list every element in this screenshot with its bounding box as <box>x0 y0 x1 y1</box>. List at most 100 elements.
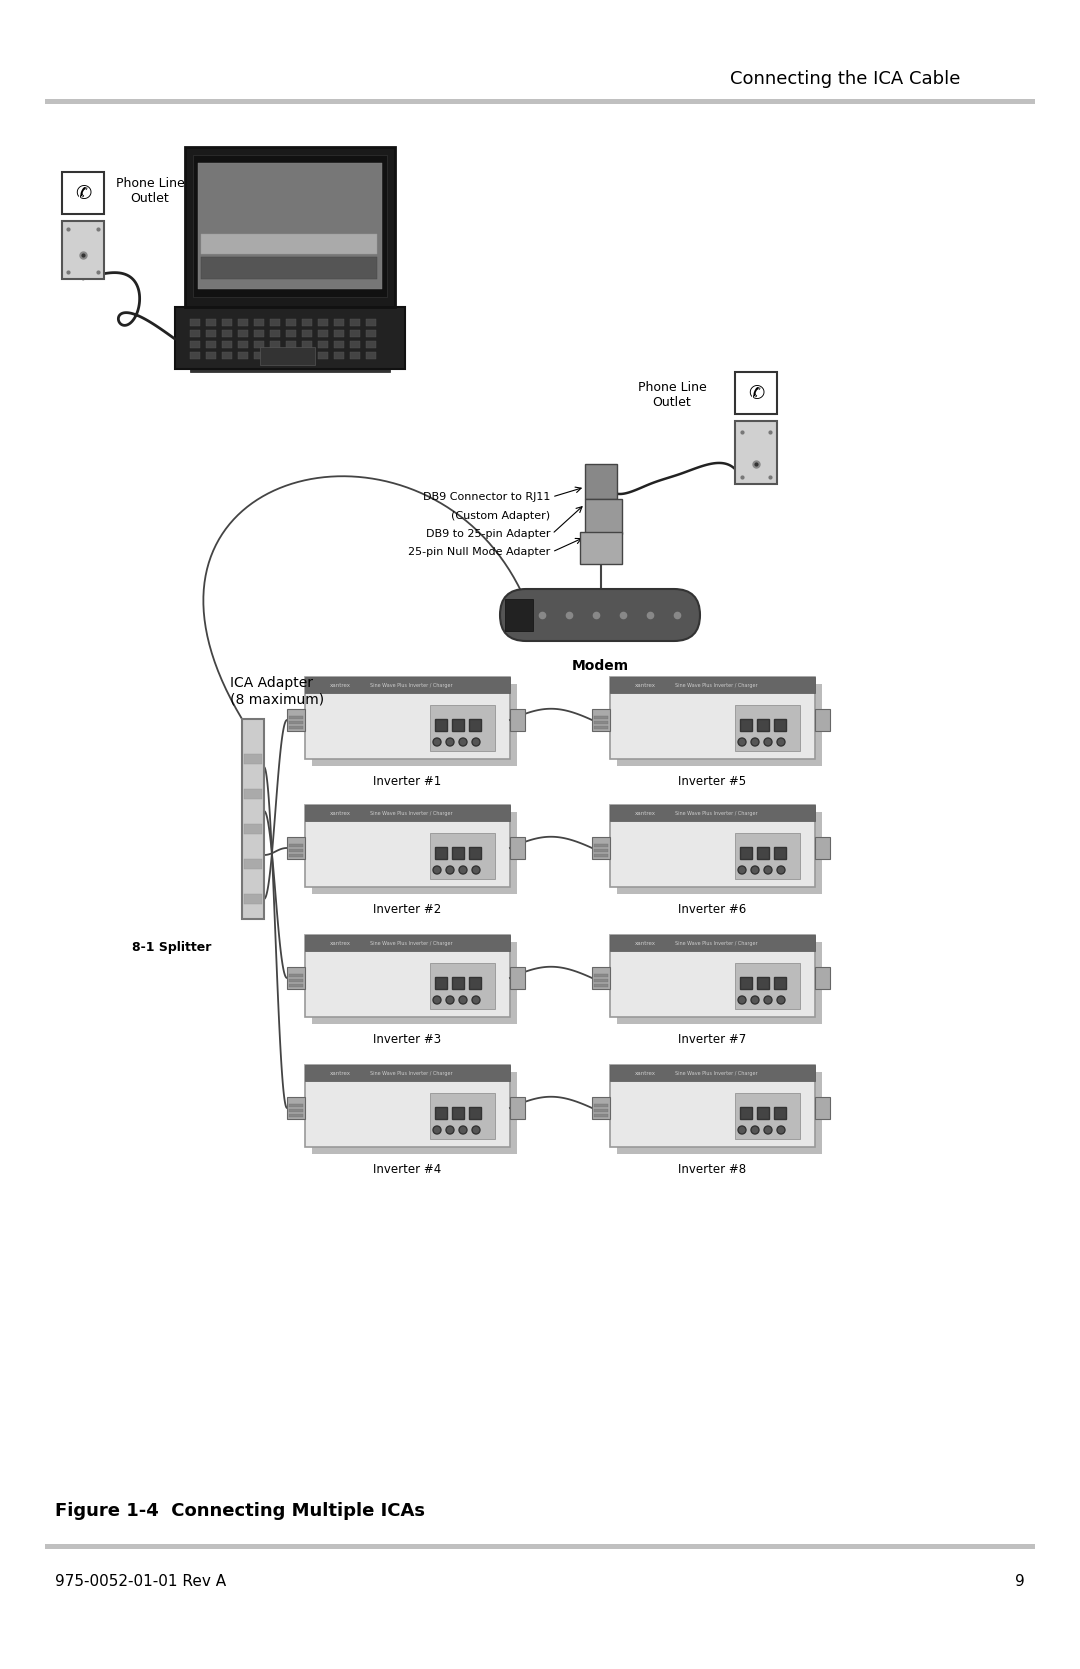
Text: xantrex: xantrex <box>635 811 656 816</box>
FancyBboxPatch shape <box>334 352 345 359</box>
Text: Inverter #5: Inverter #5 <box>678 774 746 788</box>
Circle shape <box>751 1127 759 1133</box>
Text: Sine Wave Plus Inverter / Charger: Sine Wave Plus Inverter / Charger <box>370 941 453 946</box>
Circle shape <box>446 738 454 746</box>
FancyBboxPatch shape <box>774 846 786 860</box>
Circle shape <box>764 738 772 746</box>
FancyBboxPatch shape <box>206 352 216 359</box>
Text: Sine Wave Plus Inverter / Charger: Sine Wave Plus Inverter / Charger <box>370 683 453 688</box>
FancyBboxPatch shape <box>594 716 608 719</box>
Text: Sine Wave Plus Inverter / Charger: Sine Wave Plus Inverter / Charger <box>675 1070 758 1075</box>
Text: Sine Wave Plus Inverter / Charger: Sine Wave Plus Inverter / Charger <box>675 683 758 688</box>
FancyBboxPatch shape <box>222 352 232 359</box>
FancyBboxPatch shape <box>286 319 296 325</box>
FancyBboxPatch shape <box>592 966 610 990</box>
FancyBboxPatch shape <box>238 330 248 337</box>
Circle shape <box>433 1127 441 1133</box>
FancyBboxPatch shape <box>510 836 525 860</box>
FancyBboxPatch shape <box>469 1107 481 1118</box>
Text: ✆: ✆ <box>75 184 91 202</box>
FancyBboxPatch shape <box>244 860 262 870</box>
FancyBboxPatch shape <box>334 330 345 337</box>
Text: ✆: ✆ <box>747 384 765 402</box>
FancyBboxPatch shape <box>740 846 752 860</box>
FancyBboxPatch shape <box>206 330 216 337</box>
Text: 975-0052-01-01 Rev A: 975-0052-01-01 Rev A <box>55 1574 226 1589</box>
Text: xantrex: xantrex <box>330 941 351 946</box>
FancyBboxPatch shape <box>289 1113 303 1117</box>
Circle shape <box>738 996 746 1005</box>
FancyBboxPatch shape <box>740 1107 752 1118</box>
FancyBboxPatch shape <box>757 719 769 731</box>
FancyBboxPatch shape <box>289 975 303 976</box>
FancyBboxPatch shape <box>254 352 264 359</box>
Text: 8-1 Splitter: 8-1 Splitter <box>133 941 212 953</box>
FancyBboxPatch shape <box>289 726 303 729</box>
FancyBboxPatch shape <box>289 850 303 851</box>
FancyBboxPatch shape <box>430 704 495 751</box>
FancyBboxPatch shape <box>201 234 377 254</box>
FancyBboxPatch shape <box>238 352 248 359</box>
Text: ICA Adapter
(8 maximum): ICA Adapter (8 maximum) <box>230 676 324 706</box>
FancyBboxPatch shape <box>815 966 831 990</box>
Text: Sine Wave Plus Inverter / Charger: Sine Wave Plus Inverter / Charger <box>675 811 758 816</box>
FancyBboxPatch shape <box>302 330 312 337</box>
FancyBboxPatch shape <box>594 1113 608 1117</box>
FancyBboxPatch shape <box>289 855 303 856</box>
FancyBboxPatch shape <box>594 850 608 851</box>
FancyBboxPatch shape <box>238 319 248 325</box>
FancyBboxPatch shape <box>289 845 303 846</box>
Circle shape <box>738 866 746 875</box>
FancyBboxPatch shape <box>453 976 464 990</box>
FancyBboxPatch shape <box>62 220 104 279</box>
FancyBboxPatch shape <box>735 421 777 484</box>
FancyBboxPatch shape <box>366 330 376 337</box>
FancyBboxPatch shape <box>244 895 262 905</box>
Circle shape <box>459 738 467 746</box>
Text: 25-pin Null Mode Adapter: 25-pin Null Mode Adapter <box>408 547 550 557</box>
FancyBboxPatch shape <box>617 684 822 766</box>
FancyBboxPatch shape <box>610 678 815 759</box>
Circle shape <box>446 1127 454 1133</box>
Text: Sine Wave Plus Inverter / Charger: Sine Wave Plus Inverter / Charger <box>675 941 758 946</box>
Text: Inverter #7: Inverter #7 <box>678 1033 746 1045</box>
FancyBboxPatch shape <box>206 319 216 325</box>
FancyBboxPatch shape <box>287 836 305 860</box>
FancyBboxPatch shape <box>594 1108 608 1112</box>
FancyBboxPatch shape <box>305 1065 510 1147</box>
FancyBboxPatch shape <box>774 719 786 731</box>
FancyBboxPatch shape <box>617 941 822 1025</box>
FancyBboxPatch shape <box>757 976 769 990</box>
FancyBboxPatch shape <box>45 98 1035 103</box>
FancyBboxPatch shape <box>510 1097 525 1118</box>
FancyBboxPatch shape <box>198 164 382 289</box>
FancyBboxPatch shape <box>435 846 447 860</box>
FancyBboxPatch shape <box>592 709 610 731</box>
FancyBboxPatch shape <box>302 340 312 349</box>
FancyBboxPatch shape <box>242 719 264 920</box>
FancyBboxPatch shape <box>815 709 831 731</box>
Circle shape <box>446 866 454 875</box>
Text: Inverter #8: Inverter #8 <box>678 1163 746 1175</box>
FancyBboxPatch shape <box>254 340 264 349</box>
Text: 9: 9 <box>1015 1574 1025 1589</box>
Circle shape <box>459 866 467 875</box>
FancyBboxPatch shape <box>585 499 622 534</box>
FancyBboxPatch shape <box>740 976 752 990</box>
FancyBboxPatch shape <box>610 804 815 886</box>
FancyBboxPatch shape <box>244 754 262 764</box>
Text: DB9 Connector to RJ11: DB9 Connector to RJ11 <box>422 492 550 502</box>
FancyBboxPatch shape <box>318 352 328 359</box>
FancyBboxPatch shape <box>45 1544 1035 1549</box>
FancyBboxPatch shape <box>260 347 315 366</box>
FancyBboxPatch shape <box>757 1107 769 1118</box>
FancyBboxPatch shape <box>185 147 395 307</box>
Circle shape <box>777 866 785 875</box>
FancyBboxPatch shape <box>505 599 534 631</box>
FancyBboxPatch shape <box>305 678 510 693</box>
FancyBboxPatch shape <box>510 709 525 731</box>
FancyBboxPatch shape <box>469 976 481 990</box>
FancyBboxPatch shape <box>430 963 495 1010</box>
FancyBboxPatch shape <box>193 155 387 297</box>
FancyBboxPatch shape <box>190 366 390 372</box>
